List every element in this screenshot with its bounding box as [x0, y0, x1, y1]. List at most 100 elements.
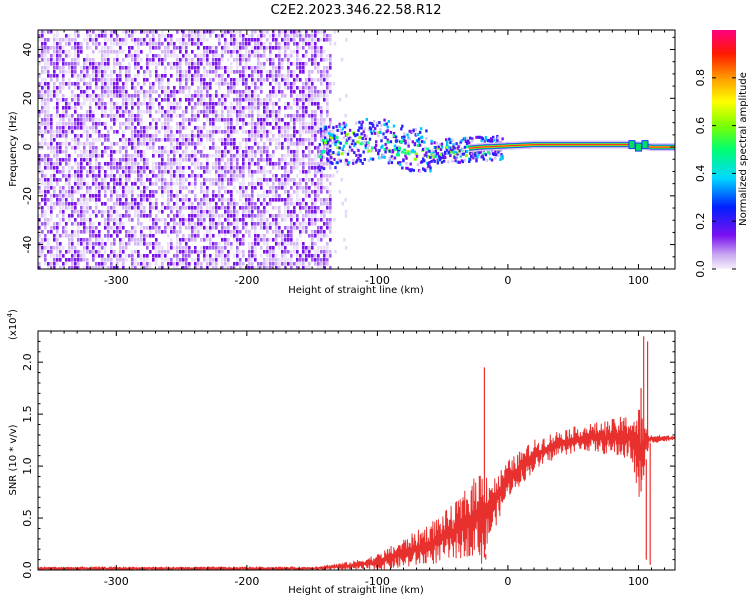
noise-cell [41, 118, 44, 122]
signal-cell [456, 146, 459, 150]
noise-cell [74, 170, 77, 174]
noise-cell [254, 138, 257, 142]
noise-cell [137, 162, 140, 166]
noise-cell [194, 158, 197, 162]
noise-cell [128, 214, 131, 218]
signal-cell [436, 146, 440, 150]
noise-cell [188, 202, 191, 206]
noise-cell [101, 266, 104, 270]
noise-cell [296, 158, 299, 162]
noise-cell [293, 134, 296, 138]
noise-cell [47, 166, 50, 170]
noise-cell [233, 142, 236, 146]
signal-cell [333, 157, 336, 161]
noise-cell [197, 118, 200, 122]
noise-cell [155, 78, 158, 82]
noise-cell [236, 130, 239, 134]
noise-cell [47, 186, 50, 190]
noise-cell [311, 130, 314, 134]
noise-cell [47, 122, 50, 126]
noise-cell [80, 182, 83, 186]
noise-cell [89, 174, 92, 178]
noise-cell [68, 86, 71, 90]
noise-cell [329, 206, 332, 210]
noise-cell [329, 86, 332, 90]
noise-cell [131, 254, 134, 258]
noise-cell [107, 258, 110, 262]
noise-cell [260, 226, 263, 230]
noise-cell [80, 178, 83, 182]
noise-cell [107, 206, 110, 210]
noise-cell [242, 98, 245, 102]
noise-cell [185, 50, 188, 54]
noise-cell [83, 102, 86, 106]
noise-cell [53, 166, 56, 170]
noise-cell [38, 74, 41, 78]
signal-cell [446, 143, 449, 147]
noise-cell [62, 58, 65, 62]
noise-cell [221, 182, 224, 186]
noise-cell [47, 206, 50, 210]
noise-cell [179, 66, 182, 70]
noise-cell [260, 82, 263, 86]
noise-cell [296, 46, 299, 50]
noise-cell [122, 266, 125, 270]
noise-cell [191, 114, 194, 118]
noise-cell [311, 62, 314, 66]
noise-cell [278, 242, 281, 246]
noise-cell [257, 142, 260, 146]
noise-cell [263, 190, 266, 194]
signal-cell [489, 151, 493, 155]
noise-cell [293, 262, 296, 266]
noise-cell [290, 210, 293, 214]
noise-cell [206, 106, 209, 110]
noise-cell [98, 66, 101, 70]
noise-cell [119, 42, 122, 46]
noise-cell [242, 82, 245, 86]
noise-cell [152, 258, 155, 262]
noise-cell [326, 94, 329, 98]
noise-cell [212, 106, 215, 110]
signal-cell [375, 148, 378, 152]
signal-cell [360, 132, 363, 136]
noise-cell [227, 110, 230, 114]
noise-cell [251, 78, 254, 82]
noise-cell [44, 226, 47, 230]
noise-cell [131, 82, 134, 86]
noise-cell [128, 174, 131, 178]
noise-cell [89, 158, 92, 162]
noise-cell [317, 150, 320, 154]
signal-cell [458, 142, 461, 146]
noise-cell [302, 242, 305, 246]
noise-cell [167, 134, 170, 138]
signal-cell [390, 161, 394, 165]
noise-cell [179, 166, 182, 170]
noise-cell [203, 246, 206, 250]
noise-cell [254, 186, 257, 190]
noise-cell [215, 146, 218, 150]
noise-cell [101, 238, 104, 242]
noise-cell [140, 234, 143, 238]
noise-cell [311, 242, 314, 246]
noise-cell [299, 178, 302, 182]
noise-cell [146, 138, 149, 142]
noise-cell [212, 154, 215, 158]
noise-cell [209, 214, 212, 218]
noise-cell [59, 98, 62, 102]
noise-cell [122, 142, 125, 146]
noise-cell [248, 50, 251, 54]
noise-cell [134, 226, 137, 230]
noise-cell [173, 146, 176, 150]
noise-cell [326, 190, 329, 194]
noise-cell [263, 210, 266, 214]
signal-cell [364, 137, 367, 141]
noise-cell [242, 42, 245, 46]
signal-cell [338, 125, 341, 129]
noise-cell [203, 154, 206, 158]
noise-cell [86, 66, 89, 70]
noise-cell [113, 78, 116, 82]
noise-cell [293, 210, 296, 214]
noise-cell [287, 150, 290, 154]
noise-cell [272, 138, 275, 142]
noise-cell [179, 206, 182, 210]
